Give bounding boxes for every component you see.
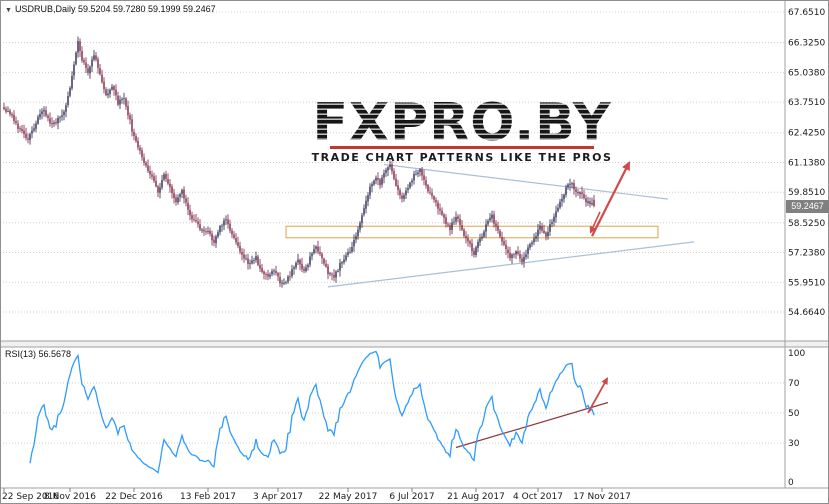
svg-text:61.1380: 61.1380 — [788, 159, 825, 169]
svg-text:4 Oct 2017: 4 Oct 2017 — [513, 492, 563, 502]
candlesticks — [3, 36, 595, 288]
svg-text:21 Aug 2017: 21 Aug 2017 — [447, 492, 505, 502]
svg-text:22 May 2017: 22 May 2017 — [319, 492, 378, 502]
rsi-arrow[interactable] — [587, 377, 608, 414]
rsi-gridlines — [0, 382, 785, 444]
symbol-marker-icon: ▼ — [5, 7, 12, 14]
svg-text:66.3250: 66.3250 — [788, 39, 825, 49]
projection-arrow[interactable] — [591, 161, 630, 237]
svg-text:0: 0 — [788, 478, 794, 488]
svg-text:62.4250: 62.4250 — [788, 129, 825, 139]
svg-text:22 Sep 2016: 22 Sep 2016 — [2, 492, 59, 502]
fxpro-logo: FXPRO.BY — [312, 93, 611, 153]
svg-text:50: 50 — [788, 409, 800, 419]
pullback-arrow[interactable] — [589, 211, 601, 234]
pane-separator[interactable] — [0, 340, 829, 348]
price-scale[interactable]: 67.6510 66.3250 65.0380 63.7510 62.4250 61.13… — [788, 8, 825, 488]
svg-text:67.6510: 67.6510 — [788, 8, 825, 18]
resistance-zone[interactable] — [285, 225, 659, 239]
symbol-ohlc-text: USDRUB,Daily 59.5204 59.7280 59.1999 59.… — [14, 4, 216, 14]
svg-text:58.5250: 58.5250 — [788, 219, 825, 229]
svg-text:54.6640: 54.6640 — [788, 308, 825, 318]
svg-text:13 Feb 2017: 13 Feb 2017 — [180, 492, 236, 502]
svg-text:22 Dec 2016: 22 Dec 2016 — [105, 492, 163, 502]
watermark-tagline: TRADE CHART PATTERNS LIKE THE PROS — [312, 151, 613, 164]
svg-text:70: 70 — [788, 379, 800, 389]
current-price-tag: 59.2467 — [786, 200, 829, 213]
svg-text:3 Apr 2017: 3 Apr 2017 — [253, 492, 303, 502]
svg-text:30: 30 — [788, 439, 800, 449]
rsi-indicator-label: RSI(13) 56.5678 — [5, 349, 72, 359]
svg-text:57.2380: 57.2380 — [788, 249, 825, 259]
svg-text:8 Nov 2016: 8 Nov 2016 — [44, 492, 96, 502]
logo-underline — [330, 146, 594, 149]
ascending-trendline[interactable] — [327, 241, 695, 288]
rsi-line — [29, 350, 595, 474]
svg-text:55.9510: 55.9510 — [788, 278, 825, 288]
symbol-info-bar: ▼ USDRUB,Daily 59.5204 59.7280 59.1999 59… — [5, 4, 216, 14]
descending-trendline[interactable] — [383, 163, 669, 200]
svg-text:65.0380: 65.0380 — [788, 68, 825, 78]
main-gridlines — [0, 11, 785, 313]
svg-text:6 Jul 2017: 6 Jul 2017 — [389, 492, 434, 502]
rsi-trendline[interactable] — [455, 401, 609, 449]
svg-text:100: 100 — [788, 349, 805, 359]
svg-text:17 Nov 2017: 17 Nov 2017 — [573, 492, 631, 502]
svg-text:59.8510: 59.8510 — [788, 188, 825, 198]
svg-text:63.7510: 63.7510 — [788, 98, 825, 108]
